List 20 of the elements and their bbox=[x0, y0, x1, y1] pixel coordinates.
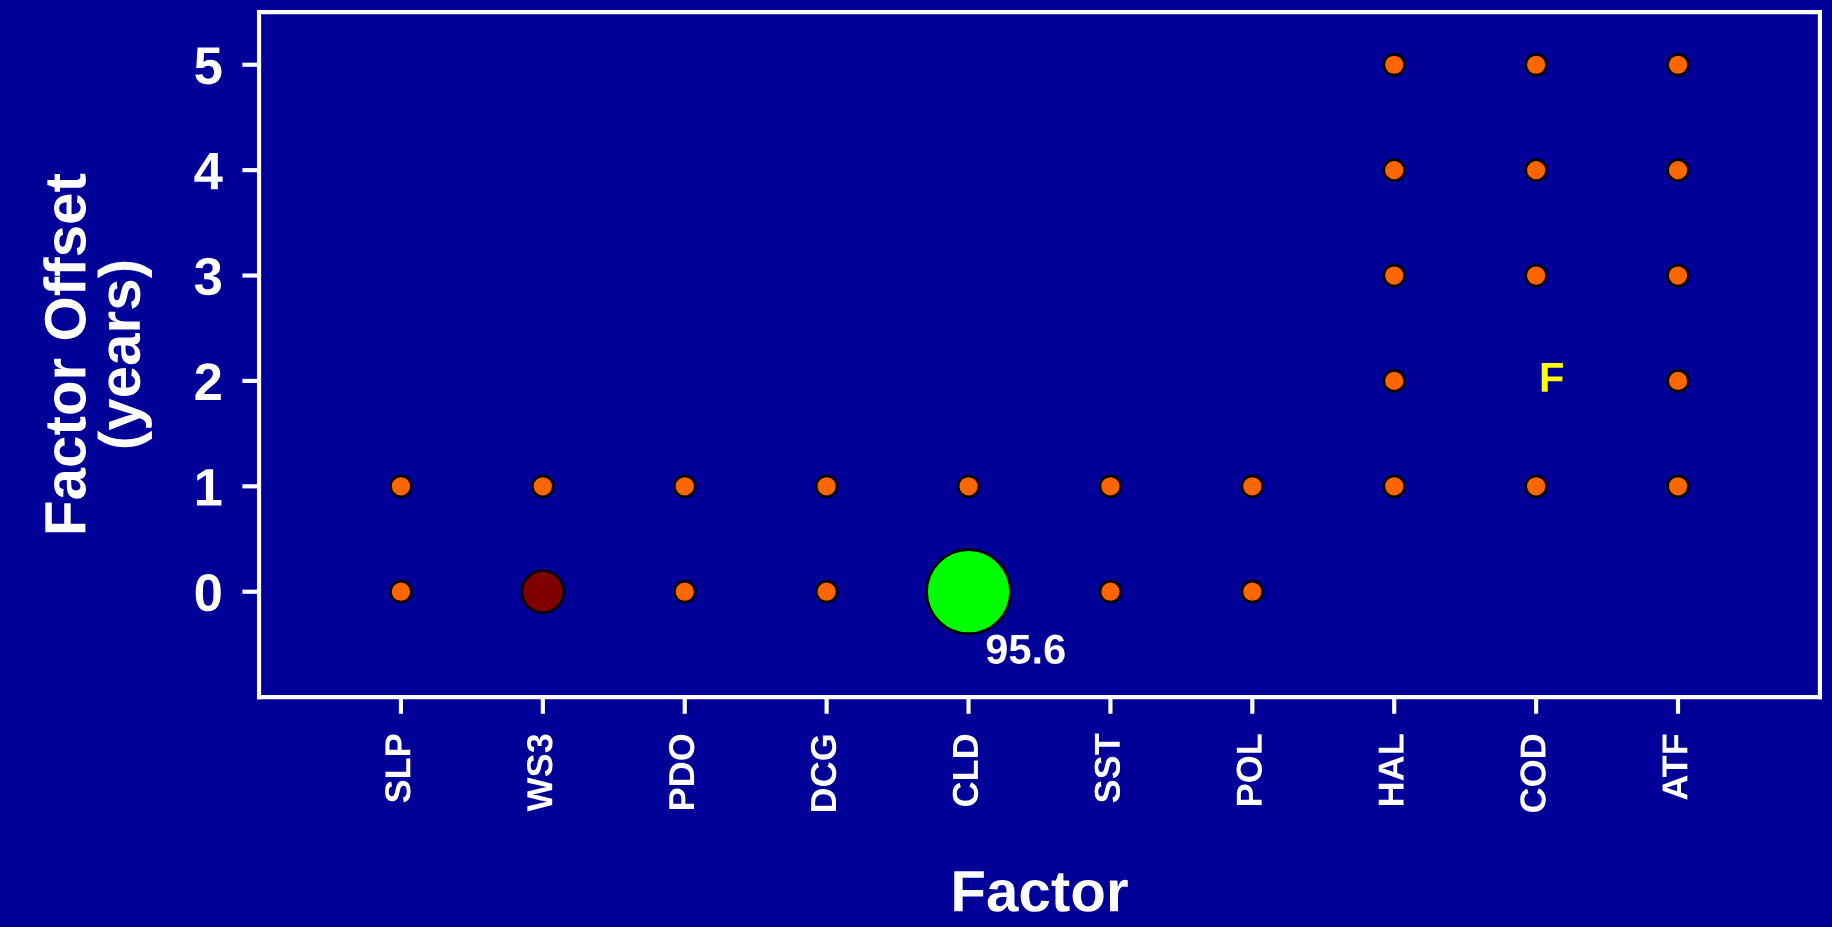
x-tick-label: CLD bbox=[952, 734, 979, 806]
y-tick-label: 1 bbox=[196, 469, 222, 506]
x-tick-label: HAL bbox=[1378, 734, 1404, 806]
x-tick-label: DCG bbox=[810, 735, 837, 812]
y-tick-label: 4 bbox=[194, 152, 223, 190]
x-tick-label: PDO bbox=[668, 734, 695, 810]
x-axis-title: Factor bbox=[954, 871, 1128, 912]
y-axis-title: Factor Offset (years) bbox=[43, 173, 152, 533]
x-tick-label: COD bbox=[1520, 734, 1546, 812]
annotation: F bbox=[1541, 363, 1563, 392]
y-tick-label: 5 bbox=[195, 47, 222, 85]
y-tick-label: 0 bbox=[195, 573, 221, 612]
x-tick-label: SLP bbox=[385, 734, 411, 803]
y-tick-label: 3 bbox=[194, 257, 222, 296]
y-tick-label: 2 bbox=[195, 363, 221, 401]
x-tick-label: ATF bbox=[1662, 734, 1688, 800]
x-tick-label: POL bbox=[1236, 734, 1263, 806]
x-tick-label: SST bbox=[1094, 733, 1121, 803]
x-tick-label: WS3 bbox=[526, 734, 553, 812]
annotation: 95.6 bbox=[986, 634, 1065, 664]
